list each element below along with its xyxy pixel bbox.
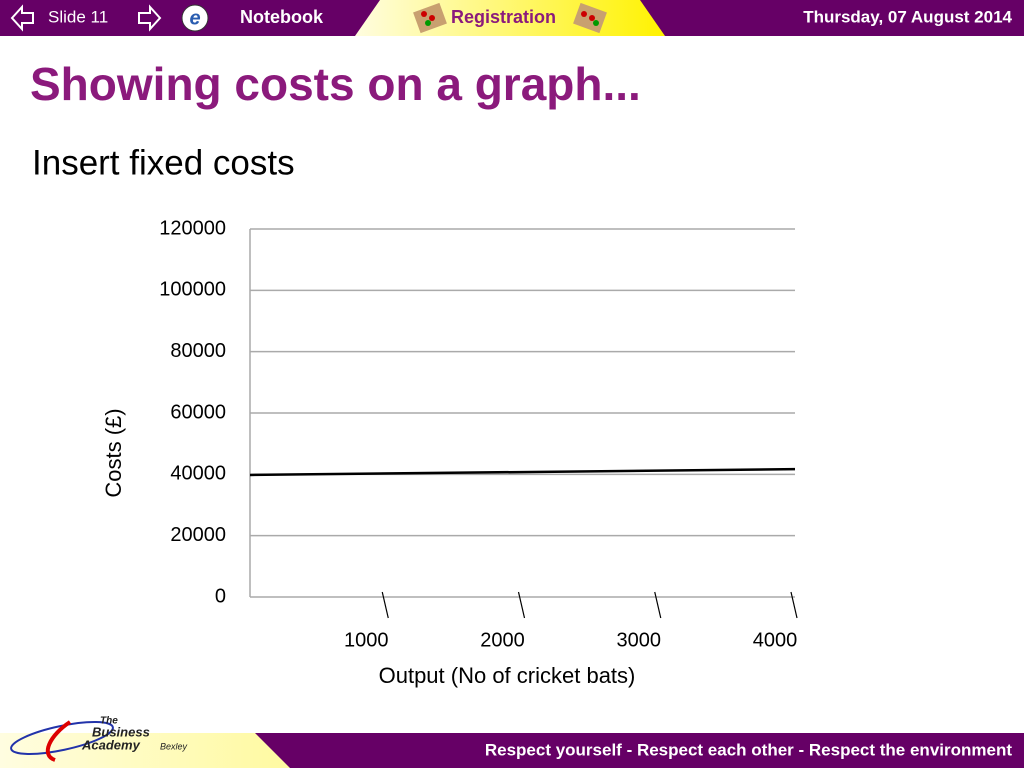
- y-tick-label: 0: [215, 585, 226, 607]
- y-axis-label: Costs (£): [101, 408, 126, 497]
- x-tick: [381, 591, 389, 619]
- slide-number: Slide 11: [48, 7, 108, 26]
- footer-bar: [255, 733, 1024, 768]
- y-tick-label: 40000: [170, 463, 226, 485]
- x-axis-label: Output (No of cricket bats): [379, 663, 636, 688]
- next-button[interactable]: [138, 4, 162, 32]
- logo-text: Business: [92, 724, 150, 739]
- abacus-icon: [573, 2, 607, 34]
- x-tick: [517, 591, 526, 619]
- x-tick-label: 1000: [344, 629, 389, 651]
- slide-title: Showing costs on a graph...: [30, 58, 641, 110]
- x-tick-label: 3000: [617, 629, 662, 651]
- y-tick-label: 120000: [159, 217, 226, 239]
- browser-icon[interactable]: [181, 4, 209, 32]
- y-tick-label: 80000: [170, 340, 226, 362]
- logo-text: Bexley: [160, 741, 188, 751]
- x-tick-label: 2000: [480, 629, 525, 651]
- logo: The Business Academy Bexley: [10, 716, 188, 762]
- prev-button[interactable]: [10, 4, 34, 32]
- cost-line: [249, 467, 796, 477]
- registration-link[interactable]: Registration: [451, 7, 556, 27]
- date: Thursday, 07 August 2014: [803, 7, 1012, 26]
- notebook-link[interactable]: Notebook: [240, 7, 324, 27]
- chart: Costs (£) Output (No of cricket bats) 0 2…: [101, 217, 798, 688]
- footer-motto: Respect yourself - Respect each other - …: [485, 740, 1012, 759]
- browser-icon-glyph: e: [189, 7, 200, 29]
- slide-subtitle: Insert fixed costs: [32, 143, 295, 182]
- y-tick-label: 20000: [170, 524, 226, 546]
- abacus-icon: [413, 2, 447, 34]
- y-tick-label: 60000: [170, 401, 226, 423]
- x-tick: [654, 591, 662, 619]
- y-tick-label: 100000: [159, 279, 226, 301]
- logo-text: Academy: [81, 737, 141, 752]
- x-tick-label: 4000: [753, 629, 798, 651]
- x-tick: [790, 591, 798, 619]
- logo-text: The: [100, 716, 118, 727]
